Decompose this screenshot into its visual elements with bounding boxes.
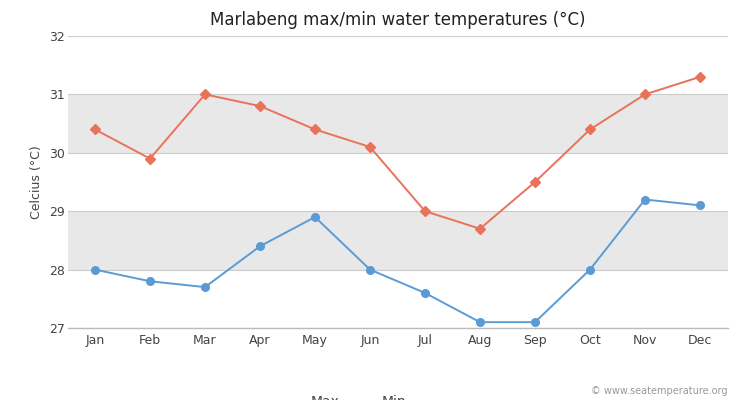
Bar [68,211,728,270]
Legend: Max, Min: Max, Min [278,389,412,400]
Max [200,92,209,97]
Line: Max: Max [92,73,704,232]
Bar [68,153,728,211]
Max [530,180,539,184]
Max [256,104,265,108]
Line: Min: Min [92,196,704,326]
Min [695,203,704,208]
Max [91,127,100,132]
Min [640,197,650,202]
Max [695,74,704,79]
Min [310,215,320,220]
Min [146,279,154,284]
Min [586,267,595,272]
Max [476,226,484,231]
Y-axis label: Celcius (°C): Celcius (°C) [30,145,44,219]
Min [200,285,209,290]
Max [365,144,374,149]
Max [310,127,320,132]
Max [146,156,154,161]
Max [640,92,650,97]
Bar [68,36,728,94]
Bar [68,94,728,153]
Min [476,320,484,324]
Text: © www.seatemperature.org: © www.seatemperature.org [591,386,728,396]
Title: Marlabeng max/min water temperatures (°C): Marlabeng max/min water temperatures (°C… [210,11,585,29]
Min [256,244,265,249]
Min [421,290,430,295]
Max [421,209,430,214]
Max [586,127,595,132]
Bar [68,270,728,328]
Min [365,267,374,272]
Min [91,267,100,272]
Min [530,320,539,324]
